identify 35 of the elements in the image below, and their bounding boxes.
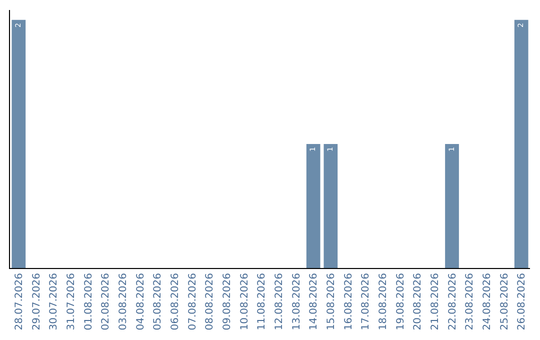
x-tick-label: 15.08.2026 — [326, 273, 337, 330]
x-tick-label: 22.08.2026 — [447, 273, 458, 330]
x-tick-label: 02.08.2026 — [100, 273, 112, 330]
x-tick-label: 03.08.2026 — [118, 273, 129, 330]
x-tick-label: 05.08.2026 — [152, 273, 164, 330]
x-tick-label: 13.08.2026 — [291, 273, 302, 330]
x-tick-label: 23.08.2026 — [464, 273, 476, 330]
x-tick-label: 30.07.2026 — [48, 273, 60, 330]
x-tick-label: 31.07.2026 — [66, 273, 77, 330]
x-tick-label: 14.08.2026 — [308, 273, 320, 330]
x-tick-label: 24.08.2026 — [482, 273, 493, 330]
x-tick-label: 07.08.2026 — [187, 273, 198, 330]
data-label: 1 — [308, 146, 318, 152]
x-tick-label: 01.08.2026 — [83, 273, 94, 330]
data-label: 1 — [446, 146, 456, 152]
x-tick-label: 18.08.2026 — [378, 273, 389, 330]
x-tick-label: 11.08.2026 — [256, 273, 268, 330]
data-label: 2 — [13, 22, 22, 28]
x-tick-label: 06.08.2026 — [170, 273, 181, 330]
x-tick-label: 28.07.2026 — [14, 273, 25, 330]
x-tick-label: 26.08.2026 — [516, 273, 528, 330]
x-tick-label: 12.08.2026 — [274, 273, 285, 330]
x-tick-label: 29.07.2026 — [31, 273, 42, 330]
x-tick-label: 08.08.2026 — [204, 273, 216, 330]
x-tick-label: 16.08.2026 — [343, 273, 354, 330]
x-tick-label: 25.08.2026 — [499, 273, 510, 330]
x-tick-label: 17.08.2026 — [360, 273, 372, 330]
x-tick-label: 09.08.2026 — [222, 273, 233, 330]
data-label: 1 — [325, 146, 334, 152]
x-tick-label: 10.08.2026 — [239, 273, 250, 330]
x-tick-label: 04.08.2026 — [135, 273, 146, 330]
x-tick-label: 21.08.2026 — [430, 273, 441, 330]
x-tick-label: 20.08.2026 — [412, 273, 424, 330]
x-tick-label: 19.08.2026 — [395, 273, 406, 330]
data-label: 2 — [516, 22, 526, 28]
